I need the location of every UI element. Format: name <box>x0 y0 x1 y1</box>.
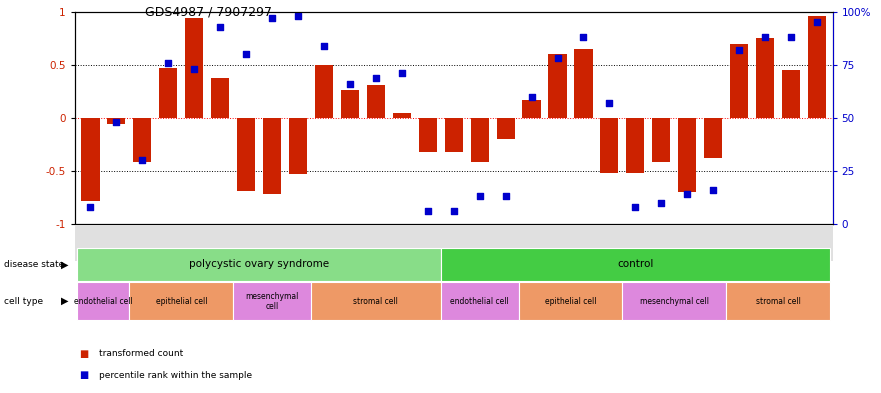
Text: epithelial cell: epithelial cell <box>544 297 596 306</box>
Bar <box>107 118 125 124</box>
Bar <box>808 16 826 118</box>
Bar <box>211 77 229 118</box>
Bar <box>81 118 100 201</box>
Point <box>187 66 201 72</box>
Text: control: control <box>618 259 654 269</box>
Point <box>576 34 590 40</box>
Bar <box>497 118 515 139</box>
Text: transformed count: transformed count <box>99 349 183 358</box>
Bar <box>678 118 696 192</box>
Point <box>784 34 798 40</box>
Text: stromal cell: stromal cell <box>353 297 398 306</box>
Point <box>603 100 617 106</box>
Text: stromal cell: stromal cell <box>756 297 801 306</box>
Bar <box>341 90 359 118</box>
Point <box>136 157 150 163</box>
Text: ▶: ▶ <box>61 259 68 269</box>
Bar <box>445 118 463 152</box>
Text: mesenchymal
cell: mesenchymal cell <box>246 292 299 311</box>
Bar <box>548 54 566 118</box>
Text: mesenchymal cell: mesenchymal cell <box>640 297 709 306</box>
Bar <box>626 118 644 173</box>
Point <box>447 208 461 215</box>
Point <box>291 13 305 19</box>
Bar <box>600 118 618 173</box>
Text: epithelial cell: epithelial cell <box>156 297 207 306</box>
Point <box>395 70 409 77</box>
Point <box>421 208 435 215</box>
Bar <box>315 65 333 118</box>
Point <box>499 193 513 200</box>
Point <box>758 34 772 40</box>
Bar <box>574 49 593 118</box>
Bar <box>133 118 152 162</box>
Bar <box>704 118 722 158</box>
Point <box>343 81 357 87</box>
Text: cell type: cell type <box>4 297 43 306</box>
Point <box>369 74 383 81</box>
Bar <box>652 118 670 162</box>
Bar <box>289 118 307 174</box>
Point <box>213 24 227 30</box>
Point <box>707 187 721 193</box>
Point <box>732 47 746 53</box>
Point <box>265 15 279 21</box>
Bar <box>237 118 255 191</box>
Point <box>84 204 98 210</box>
Text: ■: ■ <box>79 370 88 380</box>
Text: disease state: disease state <box>4 260 64 269</box>
Bar <box>418 118 437 152</box>
Text: ▶: ▶ <box>61 296 68 306</box>
Point <box>239 51 253 57</box>
Bar <box>756 38 774 118</box>
Point <box>472 193 486 200</box>
Point <box>680 191 694 197</box>
Point <box>161 60 175 66</box>
Bar <box>470 118 489 162</box>
Bar <box>185 18 204 118</box>
Text: percentile rank within the sample: percentile rank within the sample <box>99 371 252 380</box>
Bar <box>393 112 411 118</box>
Text: polycystic ovary syndrome: polycystic ovary syndrome <box>189 259 329 269</box>
Point <box>524 94 538 100</box>
Point <box>317 42 331 49</box>
Bar <box>782 70 800 118</box>
Bar <box>730 44 748 118</box>
Bar <box>263 118 281 194</box>
Point <box>551 55 565 62</box>
Point <box>810 19 824 26</box>
Bar <box>159 68 177 118</box>
Bar <box>522 100 541 118</box>
Bar <box>366 85 385 118</box>
Text: endothelial cell: endothelial cell <box>74 297 133 306</box>
Text: ■: ■ <box>79 349 88 359</box>
Point <box>109 119 123 125</box>
Point <box>628 204 642 210</box>
Point <box>655 200 669 206</box>
Text: endothelial cell: endothelial cell <box>450 297 509 306</box>
Text: GDS4987 / 7907297: GDS4987 / 7907297 <box>145 6 272 19</box>
